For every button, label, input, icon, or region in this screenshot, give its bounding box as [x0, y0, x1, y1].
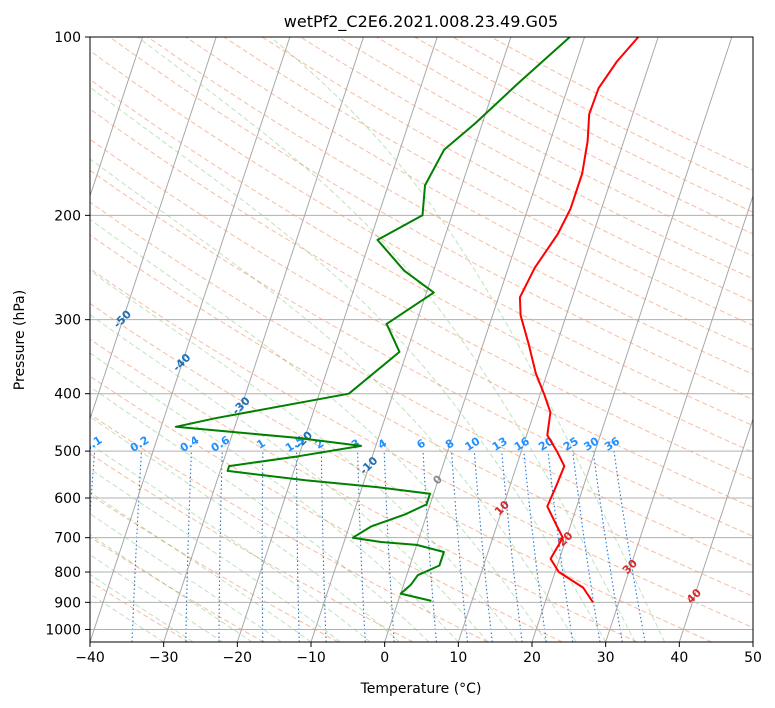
x-tick-label: −40: [75, 650, 105, 666]
dry-adiabat: [90, 138, 753, 509]
moist-adiabat: [90, 554, 223, 642]
isotherm-line: [163, 37, 365, 642]
moist-adiabat: [90, 534, 253, 642]
dewpoint-profile-line: [174, 37, 571, 602]
dry-adiabat: [90, 413, 488, 642]
moist-adiabat: [90, 86, 607, 642]
isotherm-line: [605, 194, 753, 642]
dry-adiabat: [185, 37, 753, 351]
y-tick-label: 900: [54, 595, 81, 611]
mixing-ratio-line: [501, 451, 523, 642]
mixing-ratio-line: [451, 451, 469, 642]
y-tick-label: 1000: [45, 622, 81, 638]
dry-adiabat: [90, 338, 638, 642]
profile-lines: [174, 37, 640, 603]
mixing-ratio-line: [523, 451, 547, 642]
dry-adiabat: [90, 580, 190, 642]
y-axis: 100 200 300 400 500 600 700 800 900 1000: [45, 30, 90, 638]
x-tick-label: −20: [223, 650, 253, 666]
moist-adiabat: [270, 37, 666, 642]
dry-adiabat: [90, 302, 712, 642]
x-tick-label: 10: [449, 650, 467, 666]
x-tick-label: −10: [296, 650, 326, 666]
dry-adiabat: [90, 234, 753, 597]
moist-adiabat: [90, 416, 400, 642]
y-tick-label: 200: [54, 208, 81, 224]
x-tick-label: 20: [523, 650, 541, 666]
x-tick-label: 40: [670, 650, 688, 666]
x-tick-label: 30: [597, 650, 615, 666]
mixing-ratio-line: [572, 451, 601, 642]
x-axis-title: Temperature (°C): [360, 681, 482, 697]
moist-adiabat: [90, 513, 282, 642]
isotherm-line: [457, 37, 659, 642]
dry-adiabat: [90, 268, 753, 629]
x-axis: −40 −30 −20 −10 0 10 20 30 40 50: [75, 642, 762, 666]
isotherm-line: [310, 37, 512, 642]
mixing-ratio-line: [473, 451, 493, 642]
plot-frame: [89, 36, 754, 643]
x-tick-label: 0: [380, 650, 389, 666]
y-tick-label: 400: [54, 387, 81, 403]
isotherm-line: [678, 417, 753, 642]
y-tick-label: 800: [54, 565, 81, 581]
y-tick-label: 300: [54, 313, 81, 329]
isotherm-line: [236, 37, 438, 642]
dry-adiabat: [261, 37, 753, 303]
moist-adiabat: [90, 443, 371, 642]
moist-adiabat: [90, 218, 548, 642]
dry-adiabat: [223, 37, 753, 327]
isotherm-gridlines: [90, 37, 753, 642]
dry-adiabats: [90, 37, 753, 642]
y-tick-label: 500: [54, 444, 81, 460]
isotherm-line: [90, 37, 291, 642]
dry-adiabat: [90, 169, 753, 537]
x-tick-label: −30: [149, 650, 179, 666]
dry-adiabat: [90, 536, 264, 642]
x-tick-label: 50: [744, 650, 762, 666]
dry-adiabat: [109, 37, 753, 401]
isotherm-line: [90, 37, 217, 421]
dry-adiabat: [147, 37, 753, 375]
y-axis-title: Pressure (hPa): [12, 290, 28, 390]
mixing-ratio-line: [422, 451, 437, 642]
chart-title: wetPf2_C2E6.2021.008.23.49.G05: [284, 12, 558, 32]
moist-adiabat: [90, 314, 489, 642]
moist-adiabat: [90, 468, 341, 642]
y-tick-label: 100: [54, 30, 81, 46]
moist-adiabat: [90, 158, 577, 642]
mixing-ratio-line: [592, 451, 623, 642]
moist-adiabat: [90, 352, 459, 642]
isotherm-line: [384, 37, 586, 642]
dry-adiabat: [90, 201, 753, 567]
dry-adiabat: [90, 108, 753, 481]
isotherm-line: [90, 37, 144, 198]
isotherm-line: [531, 37, 733, 642]
y-tick-label: 600: [54, 491, 81, 507]
y-tick-label: 700: [54, 531, 81, 547]
temperature-profile-line: [518, 37, 640, 603]
